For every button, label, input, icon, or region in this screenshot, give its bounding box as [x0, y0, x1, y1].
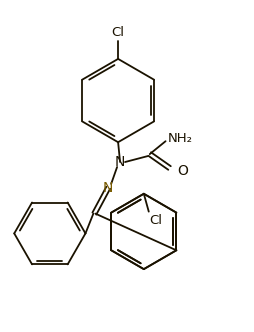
- Text: N: N: [115, 155, 125, 169]
- Text: Cl: Cl: [112, 26, 125, 39]
- Text: Cl: Cl: [150, 213, 163, 227]
- Text: N: N: [103, 181, 113, 195]
- Text: O: O: [178, 164, 188, 178]
- Text: NH₂: NH₂: [168, 132, 193, 145]
